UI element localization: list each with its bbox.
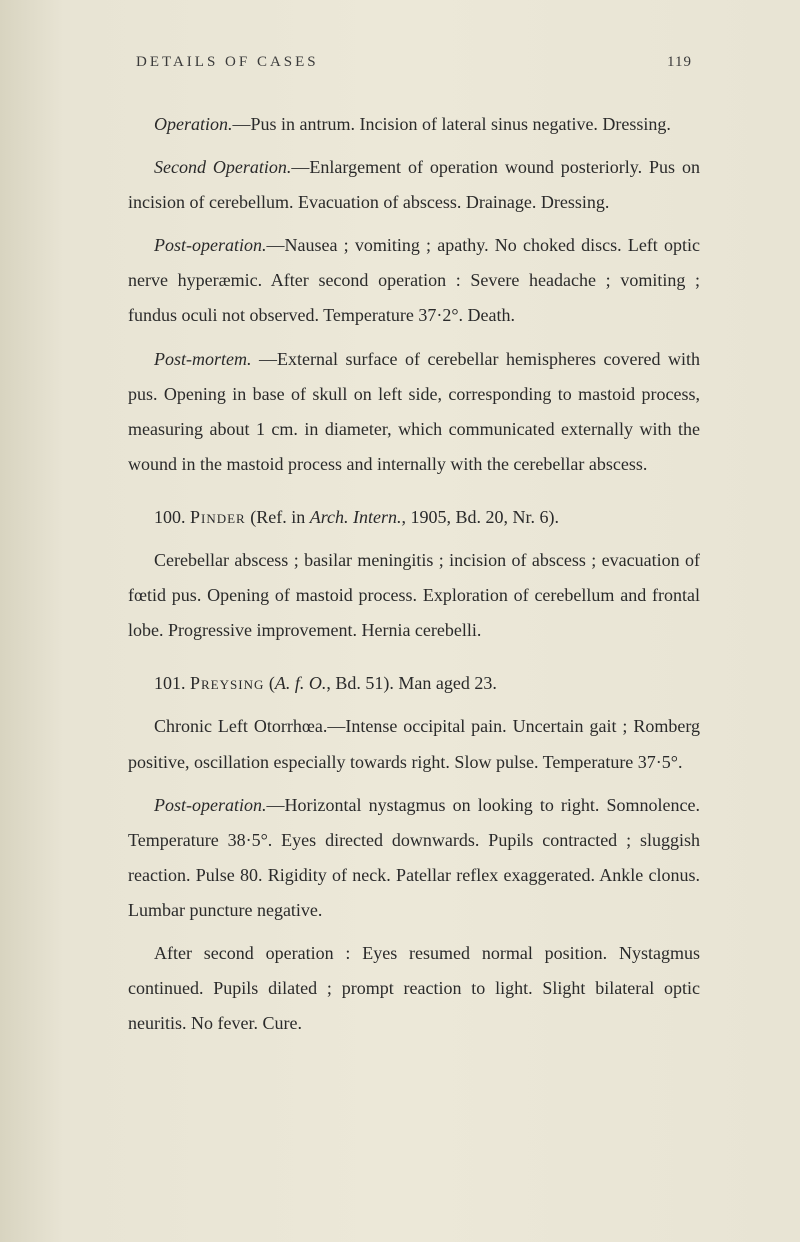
paragraph-post-operation-2: Post-operation.—Horizontal nystagmus on … <box>128 788 700 928</box>
ref-101-journal: A. f. O. <box>275 673 327 693</box>
paragraph-operation: Operation.—Pus in antrum. Incision of la… <box>128 107 700 142</box>
label-post-operation-2: Post-operation. <box>154 795 267 815</box>
section-break-2 <box>128 656 700 666</box>
ref-101-author: Preysing <box>190 673 264 693</box>
ref-101-post: , Bd. 51). Man aged 23. <box>326 673 496 693</box>
label-operation: Operation. <box>154 114 233 134</box>
page-header: DETAILS OF CASES 119 <box>128 54 700 71</box>
ref-101-pre: ( <box>264 673 275 693</box>
ref-101-number: 101. <box>154 673 190 693</box>
text-operation: —Pus in antrum. Incision of lateral sinu… <box>233 114 671 134</box>
label-second-operation: Second Operation. <box>154 157 291 177</box>
page-container: DETAILS OF CASES 119 Operation.—Pus in a… <box>0 0 800 1242</box>
paragraph-ref-100: 100. Pinder (Ref. in Arch. Intern., 1905… <box>128 500 700 535</box>
ref-100-pre: (Ref. in <box>246 507 310 527</box>
label-chronic: Chronic Left Otorrhœa. <box>154 716 327 736</box>
paragraph-second-operation: Second Operation.—Enlargement of operati… <box>128 150 700 220</box>
text-cerebellar: Cerebellar abscess ; basilar meningitis … <box>128 550 700 640</box>
paragraph-cerebellar: Cerebellar abscess ; basilar meningitis … <box>128 543 700 648</box>
ref-100-number: 100. <box>154 507 190 527</box>
ref-100-journal: Arch. Intern. <box>310 507 402 527</box>
paragraph-post-mortem: Post-mortem. —External surface of cerebe… <box>128 342 700 482</box>
ref-100-author: Pinder <box>190 507 246 527</box>
page-number: 119 <box>667 54 692 71</box>
paragraph-chronic: Chronic Left Otorrhœa.—Intense occipital… <box>128 709 700 779</box>
header-title: DETAILS OF CASES <box>136 54 319 71</box>
section-break-1 <box>128 490 700 500</box>
label-post-operation-1: Post-operation. <box>154 235 267 255</box>
text-after-second: After second operation : Eyes resumed no… <box>128 943 700 1033</box>
label-post-mortem: Post-mortem. <box>154 349 252 369</box>
paragraph-after-second: After second operation : Eyes resumed no… <box>128 936 700 1041</box>
paragraph-ref-101: 101. Preysing (A. f. O., Bd. 51). Man ag… <box>128 666 700 701</box>
ref-100-post: , 1905, Bd. 20, Nr. 6). <box>402 507 560 527</box>
paragraph-post-operation-1: Post-operation.—Nausea ; vomiting ; apat… <box>128 228 700 333</box>
